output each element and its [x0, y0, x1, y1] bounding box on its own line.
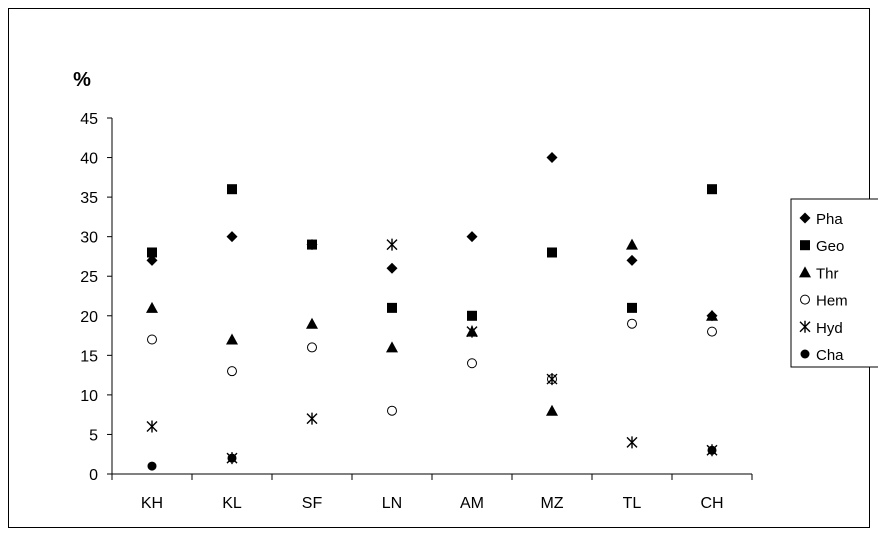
data-point-cha	[147, 461, 157, 471]
x-tick-label: KL	[222, 495, 242, 512]
data-point-hyd	[466, 325, 478, 338]
data-point-pha	[386, 262, 398, 274]
data-point-hyd	[146, 420, 158, 433]
legend-label-thr: Thr	[816, 265, 839, 282]
legend-label-hem: Hem	[816, 293, 848, 310]
x-axis: KH KL SF LN AM MZ TL CH	[111, 473, 753, 512]
legend-marker-pha	[799, 212, 811, 224]
x-tick-label: LN	[382, 495, 402, 512]
data-point-thr	[146, 301, 158, 313]
data-point-geo	[307, 239, 317, 250]
x-tick-label: MZ	[540, 495, 563, 512]
data-point-geo	[547, 247, 557, 258]
data-point-geo	[387, 302, 397, 313]
legend-marker-hyd	[799, 320, 811, 333]
legend-box	[790, 198, 878, 368]
data-point-hem	[307, 342, 317, 353]
data-point-hem	[467, 358, 477, 369]
data-point-thr	[226, 333, 238, 345]
y-tick-label: 45	[80, 111, 98, 128]
data-point-geo	[147, 247, 157, 258]
legend-label-geo: Geo	[816, 238, 844, 255]
data-point-hem	[227, 366, 237, 377]
y-tick-label: 20	[80, 309, 98, 326]
y-tick-label: 25	[80, 269, 98, 286]
legend-marker-hem	[800, 294, 810, 305]
y-tick-label: 15	[80, 348, 98, 365]
data-point-cha	[707, 445, 717, 455]
data-point-hyd	[306, 412, 318, 425]
legend-label-hyd: Hyd	[816, 320, 843, 337]
y-tick-label: 30	[80, 230, 98, 247]
legend-marker-geo	[800, 240, 810, 251]
data-point-thr	[546, 404, 558, 416]
data-point-thr	[626, 238, 638, 250]
data-point-hem	[627, 318, 637, 329]
y-tick-label: 0	[89, 467, 98, 484]
data-point-hem	[387, 405, 397, 416]
chart-border	[8, 8, 870, 528]
x-tick-label: TL	[623, 495, 642, 512]
x-tick-label: AM	[460, 495, 484, 512]
y-tick-label: 5	[89, 427, 98, 444]
data-point-pha	[466, 231, 478, 243]
x-tick-label: SF	[302, 495, 323, 512]
y-tick-label: 40	[80, 151, 98, 168]
legend-label-cha: Cha	[816, 347, 844, 364]
data-point-thr	[706, 309, 718, 321]
y-axis: 0 5 10 15 20 25 30 35 40 45	[80, 111, 113, 484]
legend: Pha Geo Thr Hem Hyd Cha	[790, 198, 878, 368]
y-tick-label: 35	[80, 190, 98, 207]
data-point-geo	[627, 302, 637, 313]
data-point-thr	[386, 341, 398, 353]
data-point-pha	[226, 231, 238, 243]
x-tick-label: KH	[141, 495, 163, 512]
data-point-geo	[467, 310, 477, 321]
data-point-hem	[707, 326, 717, 337]
legend-marker-cha	[800, 349, 810, 359]
x-tick-label: CH	[700, 495, 723, 512]
data-points	[146, 152, 718, 471]
y-tick-label: 10	[80, 388, 98, 405]
legend-label-pha: Pha	[816, 211, 843, 228]
data-point-hyd	[546, 373, 558, 386]
y-axis-label: %	[73, 69, 91, 91]
data-point-pha	[146, 254, 158, 266]
data-point-thr	[306, 317, 318, 329]
data-point-pha	[626, 254, 638, 266]
data-point-geo	[707, 184, 717, 195]
legend-marker-thr	[799, 266, 811, 278]
data-point-cha	[227, 453, 237, 463]
data-point-hem	[147, 334, 157, 345]
data-point-hyd	[386, 238, 398, 251]
data-point-geo	[227, 184, 237, 195]
data-point-pha	[546, 152, 558, 164]
data-point-hyd	[626, 436, 638, 449]
